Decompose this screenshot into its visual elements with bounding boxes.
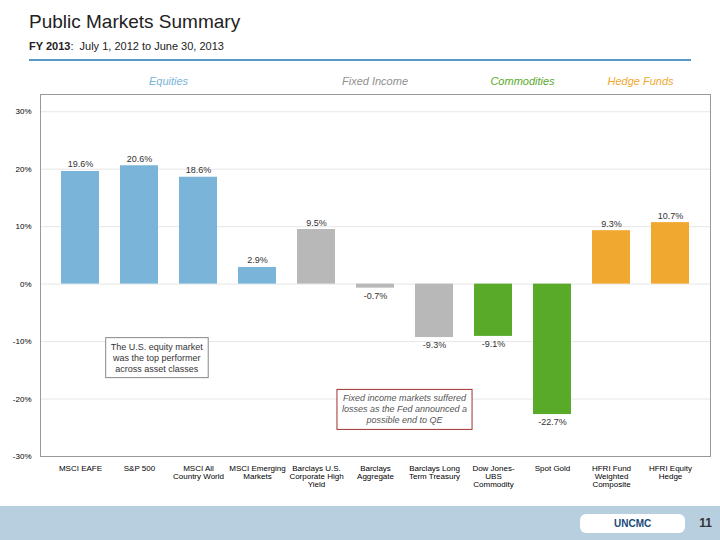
svg-text:30%: 30% xyxy=(15,107,31,116)
svg-text:-20%: -20% xyxy=(13,395,32,404)
svg-text:20.6%: 20.6% xyxy=(127,154,153,164)
svg-text:-30%: -30% xyxy=(13,452,32,461)
svg-text:19.6%: 19.6% xyxy=(68,159,94,169)
svg-text:10.7%: 10.7% xyxy=(658,211,684,221)
svg-text:-10%: -10% xyxy=(13,337,32,346)
svg-text:Dow Jones-UBSCommodity: Dow Jones-UBSCommodity xyxy=(472,464,515,489)
svg-text:MSCI EmergingMarkets: MSCI EmergingMarkets xyxy=(229,464,285,481)
svg-text:Spot Gold: Spot Gold xyxy=(535,464,571,473)
svg-text:BarclaysAggregate: BarclaysAggregate xyxy=(357,464,394,481)
svg-text:The U.S. equity marketwas the: The U.S. equity marketwas the top perfor… xyxy=(111,342,204,374)
svg-text:20%: 20% xyxy=(15,165,31,174)
svg-text:2.9%: 2.9% xyxy=(247,255,268,265)
svg-text:Fixed income markets sufferedl: Fixed income markets sufferedlosses as t… xyxy=(342,393,467,425)
svg-text:Fixed Income: Fixed Income xyxy=(342,75,408,87)
svg-text:Hedge Funds: Hedge Funds xyxy=(607,75,674,87)
svg-text:Barclays LongTerm Treasury: Barclays LongTerm Treasury xyxy=(409,464,460,481)
svg-text:Commodities: Commodities xyxy=(490,75,555,87)
svg-text:MSCI AllCountry World: MSCI AllCountry World xyxy=(173,464,224,481)
html-text:11: 11 xyxy=(699,516,712,530)
svg-text:-9.1%: -9.1% xyxy=(482,339,506,349)
svg-text:18.6%: 18.6% xyxy=(186,165,212,175)
svg-text:-0.7%: -0.7% xyxy=(364,291,388,301)
svg-text:Barclays U.S.Corporate HighYie: Barclays U.S.Corporate HighYield xyxy=(289,464,343,489)
svg-text:-22.7%: -22.7% xyxy=(538,417,567,427)
svg-text:0%: 0% xyxy=(20,280,32,289)
svg-text:HFRI FundWeightedComposite: HFRI FundWeightedComposite xyxy=(592,464,631,489)
svg-text:Equities: Equities xyxy=(149,75,189,87)
html-text:UNCMC: UNCMC xyxy=(614,517,652,529)
svg-text:10%: 10% xyxy=(15,222,31,231)
html-text:Public Markets Summary: Public Markets Summary xyxy=(29,11,241,32)
svg-text:S&P 500: S&P 500 xyxy=(124,464,156,473)
svg-text:HFRI EquityHedge: HFRI EquityHedge xyxy=(649,464,692,481)
svg-text:MSCI EAFE: MSCI EAFE xyxy=(59,464,102,473)
svg-text:9.3%: 9.3% xyxy=(601,219,622,229)
html-text:FY 2013: July 1, 2012 to June: FY 2013: July 1, 2012 to June 30, 2013 xyxy=(29,40,224,52)
svg-text:9.5%: 9.5% xyxy=(306,218,327,228)
svg-text:-9.3%: -9.3% xyxy=(423,340,447,350)
